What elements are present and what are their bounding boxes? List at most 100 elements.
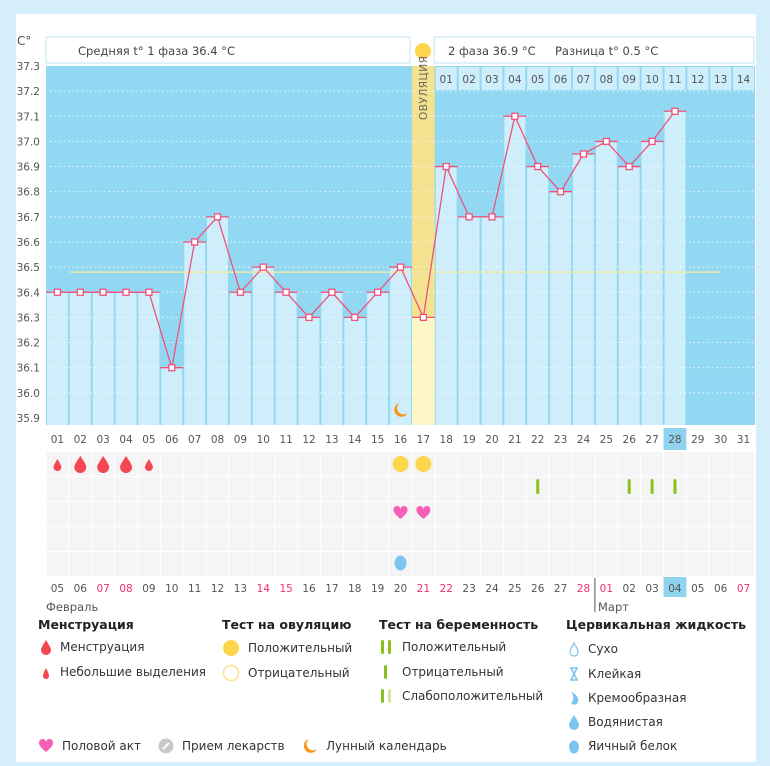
temperature-point [648,137,656,146]
header-diff: Разница t° 0.5 °C [555,44,658,58]
day-label: 20 [485,434,498,446]
y-tick-label: 36.9 [17,162,40,174]
temperature-bar [138,292,160,425]
calendar-date: 06 [714,583,728,595]
menstruation-drop-icon [74,456,87,473]
event-cell [320,527,343,551]
temperature-bar [390,267,411,425]
current-date-highlight [663,577,687,597]
day-label: 15 [371,434,384,446]
event-cell [343,552,366,576]
menstruation-drop-icon [53,459,62,471]
event-cell [206,452,229,476]
legend-menstruation-title: Менструация [38,617,134,632]
calendar-date: 24 [485,583,499,595]
event-cell [389,527,412,551]
header-phase2-box [433,36,755,64]
phase2-day-label: 06 [554,74,568,86]
calendar-date: 07 [96,583,109,595]
event-cell [686,452,709,476]
event-cell [69,527,92,551]
event-cell [275,502,298,526]
event-cell [458,452,481,476]
event-cell [183,477,206,501]
event-cell [160,452,183,476]
month-march: Март [598,600,629,614]
event-cell [183,552,206,576]
temperature-point [213,213,222,221]
event-cell [206,552,229,576]
event-cell [526,452,549,476]
event-cell [343,477,366,501]
phase2-day-label: 10 [645,74,658,86]
phase2-day-label: 05 [531,74,544,86]
calendar-date: 06 [74,583,88,595]
calendar-date: 10 [165,583,178,595]
phase2-day-cell [687,67,709,90]
day-label: 29 [691,434,704,446]
phase2-day-label: 02 [462,74,475,86]
event-cell [595,552,618,576]
event-cell [160,527,183,551]
temperature-point [76,288,84,296]
legend-menstruation: Менструация [40,639,144,655]
event-cell [435,527,458,551]
phase2-day-cell [527,67,549,90]
event-cell [298,452,320,476]
legend-spotting: Небольшие выделения [40,664,206,680]
day-label: 02 [74,434,87,446]
temperature-bar [504,116,526,425]
water-drop-icon [569,715,579,730]
legend-intercourse: Половой акт [38,738,141,754]
legend-label: Кремообразная [588,691,687,705]
event-cell [572,527,595,551]
event-cell [664,527,686,551]
event-cell [115,502,137,526]
event-cell [229,502,252,526]
phase2-day-cell [595,67,617,90]
double-bar-icon [381,640,391,654]
calendar-date: 05 [51,583,64,595]
temperature-bar [595,141,617,426]
legend-label: Небольшие выделения [60,665,207,679]
event-cell [618,527,641,551]
day-label: 19 [462,434,475,446]
event-cell [252,552,275,576]
event-cell [115,552,137,576]
menstruation-drop-icon [120,456,133,473]
calendar-date: 20 [394,583,407,595]
legend-cervical-title: Цервикальная жидкость [566,617,747,632]
temperature-point [579,150,588,158]
event-cell [366,452,389,476]
temperature-point [122,288,130,296]
event-cell [641,552,664,576]
event-cell [732,502,755,526]
event-cell [389,477,412,501]
y-tick-label: 36.2 [17,338,40,350]
header-phase2: 2 фаза 36.9 °C [448,44,536,58]
event-cell [732,527,755,551]
day-label: 05 [142,434,155,446]
legend-medication: Прием лекарств [158,738,285,754]
temperature-bar [641,141,663,426]
ovulation-column-lower [411,317,435,425]
event-cell [343,452,366,476]
event-cell [709,502,732,526]
event-cell [252,477,275,501]
heart-icon [38,738,54,752]
event-cell [503,477,526,501]
event-cell [618,552,641,576]
temperature-bar [458,216,480,425]
event-cell [572,477,595,501]
event-cell [503,552,526,576]
day-label: 28 [668,434,681,446]
calendar-date: 18 [348,583,361,595]
day-label: 24 [577,434,591,446]
y-tick-label: 37.1 [17,111,40,123]
weak-double-bar-icon [381,689,391,703]
calendar-date: 01 [600,583,613,595]
event-cell [458,477,481,501]
event-cell [412,477,435,501]
event-cell [343,502,366,526]
event-cell [595,527,618,551]
